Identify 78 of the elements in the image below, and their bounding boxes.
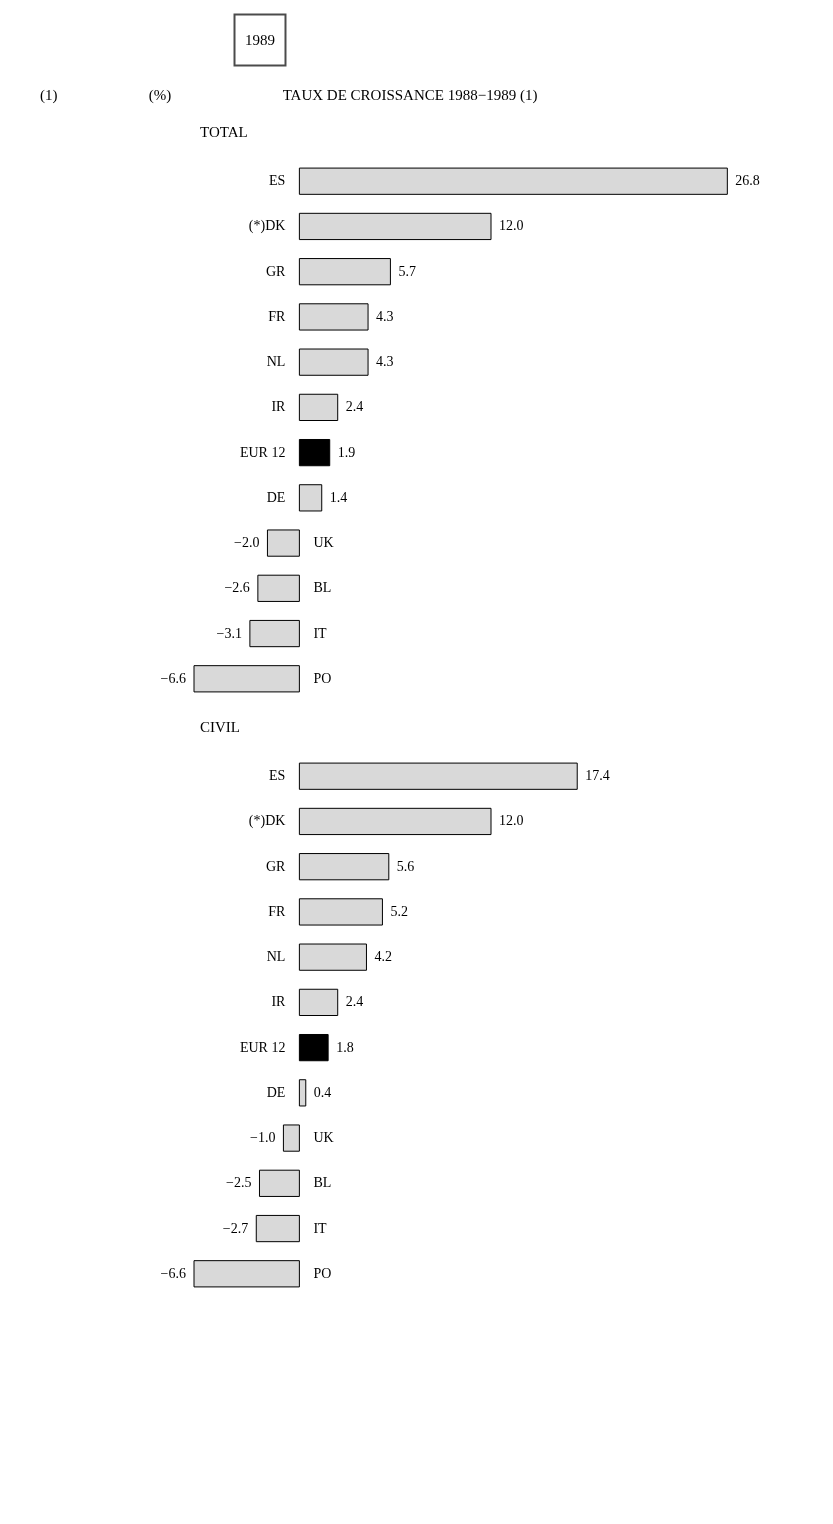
data-label: 2.4: [345, 994, 364, 1010]
y-tick-label: DE: [266, 1084, 286, 1100]
data-label: 0.4: [313, 1084, 332, 1100]
data-label: 4.3: [376, 354, 394, 370]
bar: [298, 167, 728, 195]
y-tick-label: UK: [313, 535, 334, 551]
y-tick-label: GR: [265, 858, 287, 874]
y-tick-label: EUR 12: [239, 1039, 286, 1055]
y-tick-label: GR: [265, 263, 287, 279]
bar: [298, 258, 391, 286]
bar: [255, 1214, 300, 1243]
bar: [282, 1124, 300, 1152]
data-label: −6.6: [160, 1265, 186, 1281]
bar: [298, 348, 369, 376]
y-tick-label: ES: [269, 173, 286, 189]
data-label: 5.2: [390, 903, 408, 919]
bar: [298, 898, 383, 926]
bar: [249, 619, 300, 648]
bar: [298, 762, 578, 790]
y-tick-label: FR: [268, 308, 287, 324]
data-label: 5.7: [398, 263, 416, 279]
bar: [193, 1260, 300, 1288]
bar: [193, 665, 300, 693]
data-label: −2.7: [222, 1220, 249, 1236]
bar: [298, 988, 339, 1016]
data-label: 12.0: [499, 813, 524, 829]
data-label: 1.4: [329, 489, 348, 505]
y-tick-label: BL: [313, 1175, 332, 1191]
bar: [298, 853, 390, 881]
y-tick-label: EUR 12: [239, 444, 286, 460]
data-label: 1.8: [336, 1039, 354, 1055]
data-label: −2.5: [226, 1175, 252, 1191]
text: (1): [40, 87, 58, 104]
y-tick-label: IT: [313, 625, 328, 641]
y-tick-label: IR: [271, 399, 287, 415]
y-tick-label: (*)DK: [248, 813, 286, 830]
chart-title: CIVIL: [200, 719, 240, 735]
y-tick-label: (*)DK: [248, 218, 286, 235]
data-label: 5.6: [396, 858, 415, 874]
y-tick-label: PO: [313, 670, 332, 686]
chart-title: TOTAL: [200, 124, 248, 140]
data-label: −3.1: [216, 625, 242, 641]
bar: [266, 529, 300, 557]
data-label: 12.0: [499, 218, 524, 234]
y-tick-label: UK: [313, 1130, 334, 1146]
y-tick-label: BL: [313, 580, 332, 596]
bar: [298, 484, 323, 512]
bar: [298, 1034, 329, 1062]
y-tick-label: DE: [266, 489, 286, 505]
data-label: 1.9: [337, 444, 356, 460]
text: 1989: [245, 32, 275, 48]
bar: [298, 439, 331, 467]
data-label: −2.0: [234, 535, 260, 551]
bar: [257, 574, 300, 602]
data-label: 2.4: [345, 399, 364, 415]
y-tick-label: IT: [313, 1220, 328, 1236]
y-tick-label: NL: [266, 354, 286, 370]
y-tick-label: ES: [269, 768, 286, 784]
data-label: 17.4: [585, 768, 610, 784]
data-label: 4.3: [376, 308, 394, 324]
y-tick-label: PO: [313, 1265, 332, 1281]
bar: [298, 393, 339, 421]
bar: [298, 943, 367, 971]
text: (%): [148, 87, 172, 104]
bar: [298, 303, 369, 331]
bar: [298, 1079, 307, 1107]
bar: [258, 1169, 300, 1197]
y-tick-label: IR: [271, 994, 287, 1010]
y-tick-label: NL: [266, 949, 286, 965]
data-label: 4.2: [374, 949, 392, 965]
text: TAUX DE CROISSANCE 1988−1989 (1): [282, 87, 538, 104]
data-label: −2.6: [224, 580, 250, 596]
data-label: −6.6: [160, 670, 186, 686]
bar: [298, 212, 492, 241]
data-label: −1.0: [250, 1130, 276, 1146]
data-label: 26.8: [735, 173, 760, 189]
y-tick-label: FR: [268, 903, 287, 919]
bar: [298, 807, 492, 836]
